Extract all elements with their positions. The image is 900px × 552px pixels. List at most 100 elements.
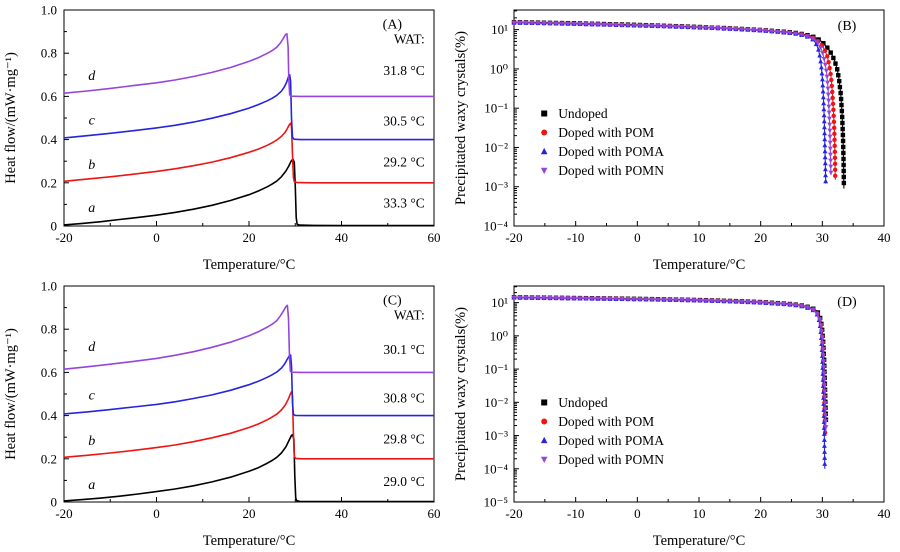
legend-label: Doped with POM	[558, 414, 654, 429]
legend-label: Doped with POMA	[558, 433, 664, 448]
panel-a-chart: -20 0 20 40 60Temperature/°C00.20.40.60.81.0…	[3, 3, 441, 274]
series-a	[63, 158, 434, 227]
x-tick-label: 40	[335, 506, 348, 521]
annotation-panel: (B)	[838, 19, 857, 34]
series-b	[63, 391, 434, 460]
y-tick-label: 0.8	[41, 322, 57, 337]
x-tick-label: 10	[693, 506, 706, 521]
legend-label: Doped with POMN	[558, 163, 664, 178]
x-tick-label: 40	[878, 230, 891, 245]
x-tick-label: 40	[335, 230, 348, 245]
legend-label: Undoped	[558, 395, 608, 410]
annotation-letter: d	[88, 69, 96, 84]
x-tick-label: 20	[243, 230, 256, 245]
annotation-wat: 29.0 °C	[383, 474, 424, 489]
y-tick-label: 10¹	[491, 295, 508, 310]
y-tick-label: 0	[51, 219, 58, 234]
x-tick-label: 30	[816, 230, 829, 245]
annotation-letter: a	[88, 201, 95, 216]
y-tick-label: 10⁻⁴	[484, 219, 509, 234]
legend-label: Doped with POM	[558, 125, 654, 140]
x-tick-label: -20	[55, 506, 72, 521]
y-tick-label: 0.6	[41, 365, 58, 380]
y-tick-label: 10⁻⁵	[484, 495, 508, 510]
y-axis: 0 0.2 0.4 0.6 0.8 1.0	[41, 279, 69, 510]
x-axis-label: Temperature/°C	[653, 533, 746, 549]
legend-label: Doped with POMA	[558, 144, 664, 159]
y-axis: 0 0.2 0.4 0.6 0.8 1.0	[41, 3, 69, 234]
x-tick-label: 20	[243, 506, 256, 521]
annotation-wat: 30.1 °C	[383, 342, 424, 357]
legend: Undoped Doped with POM Doped with POMA Dope…	[540, 106, 664, 178]
legend-label: Undoped	[558, 106, 608, 121]
x-axis: -20 -10 0 10 20 30 40	[505, 497, 891, 521]
annotation-wat: 31.8 °C	[383, 63, 424, 78]
plot-frame	[63, 285, 435, 503]
y-tick-label: 0.6	[41, 89, 58, 104]
y-tick-label: 10⁰	[490, 328, 508, 343]
annotation-letter: a	[88, 478, 95, 493]
series-d	[63, 33, 434, 98]
y-axis: 10¹ 10⁰ 10⁻¹ 10⁻² 10⁻³ 10⁻⁴	[484, 10, 519, 234]
y-tick-label: 10⁻¹	[484, 362, 508, 377]
annotation-letter: b	[88, 158, 95, 173]
x-axis-label: Temperature/°C	[203, 533, 296, 549]
series-POMN	[511, 295, 829, 432]
series-c	[63, 354, 434, 417]
x-axis-label: Temperature/°C	[653, 257, 746, 273]
y-tick-label: 1.0	[41, 279, 57, 294]
x-tick-label: 0	[153, 230, 160, 245]
x-tick-label: -20	[55, 230, 72, 245]
series-b	[63, 122, 434, 184]
annotation-wat: WAT:	[394, 307, 425, 322]
x-axis: -20 0 20 40 60	[55, 221, 441, 245]
x-tick-label: 20	[754, 230, 767, 245]
x-tick-label: 10	[693, 230, 706, 245]
annotation-panel: (D)	[837, 295, 857, 310]
annotation-wat: 33.3 °C	[383, 196, 424, 211]
series-POMN	[511, 20, 834, 176]
annotation-letter: c	[89, 113, 96, 128]
panel-b-chart: -20 -10 0 10 20 30 40Temperature/°C10¹10⁰10⁻¹1…	[453, 9, 891, 273]
series-d	[63, 304, 434, 374]
series-a	[63, 433, 434, 503]
x-tick-label: 40	[878, 506, 891, 521]
x-tick-label: -20	[505, 506, 522, 521]
annotation-letter: d	[88, 340, 96, 355]
annotation-wat: 30.5 °C	[383, 114, 424, 129]
x-tick-label: 60	[428, 506, 441, 521]
annotation-wat: 29.8 °C	[383, 432, 424, 447]
series-c	[63, 74, 434, 141]
y-axis-label: Precipitated waxy crystals(%)	[453, 31, 469, 205]
x-tick-label: 30	[816, 506, 829, 521]
y-tick-label: 10⁻³	[484, 428, 508, 443]
y-tick-label: 0.2	[41, 451, 57, 466]
x-axis-label: Temperature/°C	[203, 257, 296, 273]
annotation-letter: b	[88, 434, 95, 449]
annotation-letter: c	[89, 388, 96, 403]
series-POMA	[511, 20, 829, 184]
y-tick-label: 10⁻²	[484, 140, 508, 155]
y-tick-label: 0.2	[41, 175, 57, 190]
annotation-panel: (C)	[383, 293, 402, 308]
annotation-panel: (A)	[383, 17, 403, 32]
annotation-wat: 30.8 °C	[383, 391, 424, 406]
x-tick-label: 0	[634, 230, 641, 245]
y-tick-label: 0	[51, 495, 58, 510]
x-tick-label: 0	[634, 506, 641, 521]
x-axis: -20 -10 0 10 20 30 40	[505, 221, 891, 245]
x-tick-label: 20	[754, 506, 767, 521]
y-tick-label: 10⁻²	[484, 395, 508, 410]
y-axis-label: Heat flow/(mW·mg⁻¹)	[3, 52, 19, 184]
annotation-wat: 29.2 °C	[383, 155, 424, 170]
y-tick-label: 0.4	[41, 408, 58, 423]
x-tick-label: 60	[428, 230, 441, 245]
x-tick-label: -20	[505, 230, 522, 245]
x-tick-label: -10	[567, 506, 584, 521]
y-tick-label: 10⁻³	[484, 179, 508, 194]
y-axis-label: Precipitated waxy crystals(%)	[453, 307, 469, 481]
y-tick-label: 10¹	[491, 22, 508, 37]
plot-frame	[63, 9, 435, 227]
x-tick-label: 0	[153, 506, 160, 521]
